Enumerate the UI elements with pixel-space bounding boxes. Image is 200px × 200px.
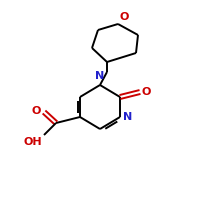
Text: O: O	[120, 12, 129, 22]
Text: OH: OH	[23, 137, 42, 147]
Text: O: O	[32, 106, 41, 116]
Text: N: N	[123, 112, 132, 122]
Text: O: O	[142, 87, 151, 97]
Text: N: N	[95, 71, 105, 81]
